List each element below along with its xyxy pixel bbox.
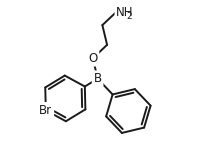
Text: Br: Br — [39, 104, 52, 117]
Text: NH: NH — [116, 6, 133, 19]
Text: O: O — [88, 52, 98, 65]
Text: B: B — [94, 72, 102, 85]
Text: 2: 2 — [126, 12, 132, 21]
